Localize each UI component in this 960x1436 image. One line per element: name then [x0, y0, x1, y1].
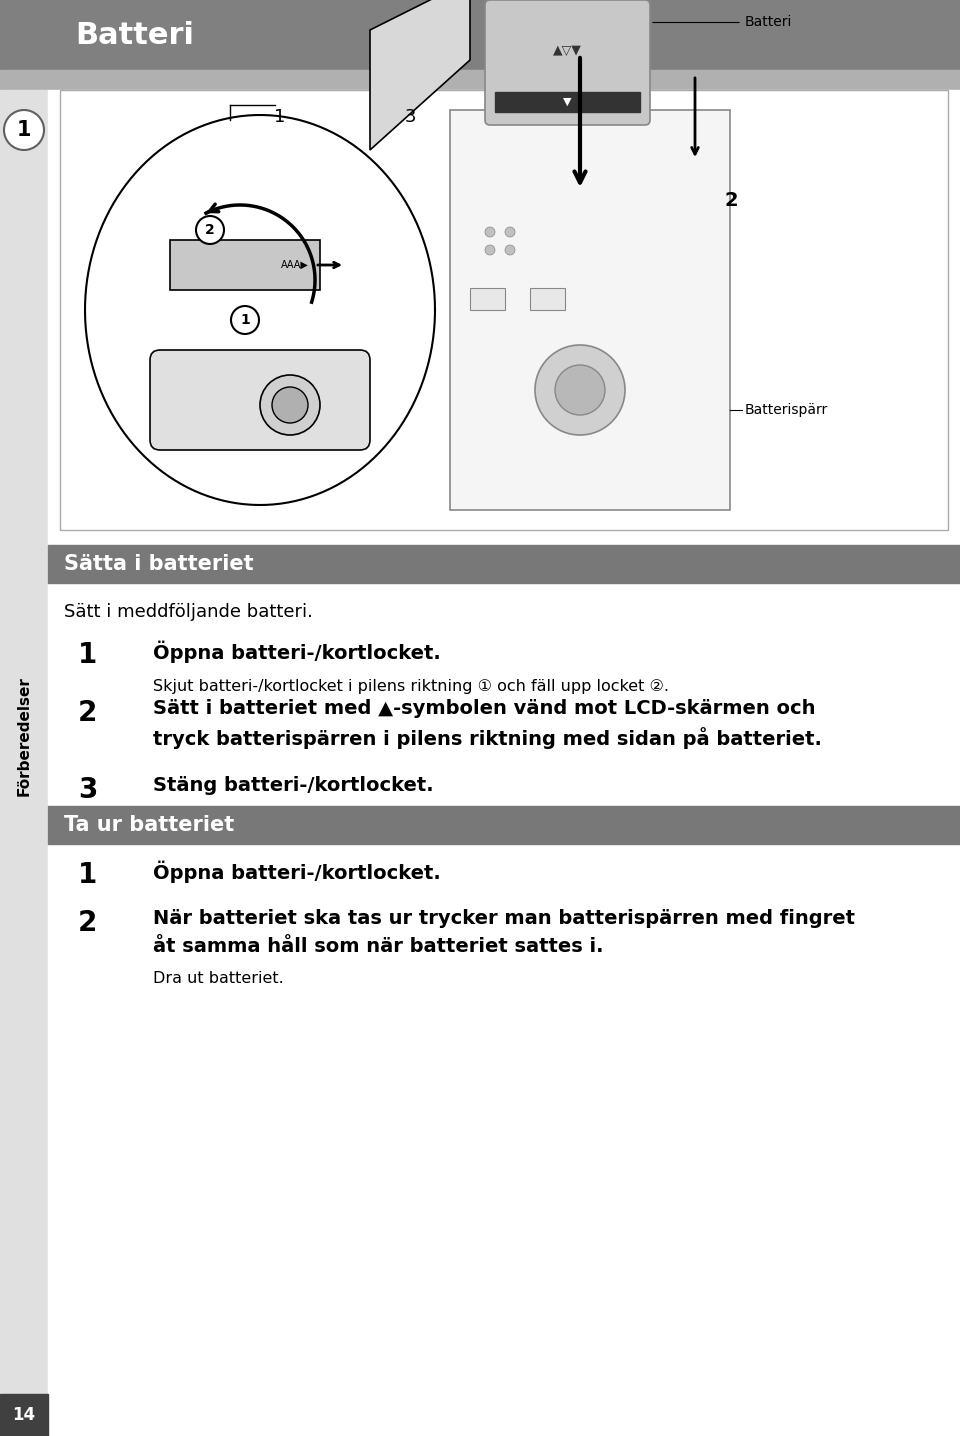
- Text: Sätt i meddföljande batteri.: Sätt i meddföljande batteri.: [64, 603, 313, 620]
- Circle shape: [272, 386, 308, 424]
- Circle shape: [231, 306, 259, 335]
- Text: 3: 3: [404, 108, 416, 126]
- Text: åt samma håll som när batteriet sattes i.: åt samma håll som när batteriet sattes i…: [153, 938, 604, 956]
- Text: 1: 1: [16, 121, 32, 139]
- Text: Öppna batteri-/kortlocket.: Öppna batteri-/kortlocket.: [153, 862, 441, 883]
- Text: Sätta i batteriet: Sätta i batteriet: [64, 554, 253, 574]
- Text: tryck batterispärren i pilens riktning med sidan på batteriet.: tryck batterispärren i pilens riktning m…: [153, 727, 822, 750]
- Circle shape: [505, 227, 515, 237]
- Bar: [0, 90, 48, 1436]
- Bar: [470, 289, 505, 310]
- Text: 2: 2: [205, 223, 215, 237]
- Circle shape: [4, 111, 44, 149]
- Text: AAA▶: AAA▶: [281, 260, 309, 270]
- Text: 1: 1: [240, 313, 250, 327]
- Text: Sätt i batteriet med ▲-symbolen vänd mot LCD-skärmen och: Sätt i batteriet med ▲-symbolen vänd mot…: [153, 699, 815, 718]
- Circle shape: [485, 246, 495, 256]
- FancyBboxPatch shape: [450, 111, 730, 510]
- Text: 1: 1: [78, 862, 97, 889]
- Text: Batteri: Batteri: [745, 16, 792, 30]
- Bar: [170, 240, 320, 290]
- Bar: [495, 92, 640, 112]
- Text: Ta ur batteriet: Ta ur batteriet: [64, 816, 234, 834]
- Text: 2: 2: [725, 191, 738, 210]
- FancyBboxPatch shape: [485, 0, 650, 125]
- Text: Batteri: Batteri: [75, 20, 194, 49]
- Bar: [0, 1394, 48, 1436]
- Text: ▼: ▼: [564, 98, 572, 108]
- Circle shape: [485, 227, 495, 237]
- Text: 2: 2: [78, 909, 97, 938]
- Bar: [0, 70, 960, 90]
- Text: Stäng batteri-/kortlocket.: Stäng batteri-/kortlocket.: [153, 775, 434, 796]
- Text: 3: 3: [78, 775, 97, 804]
- FancyBboxPatch shape: [150, 350, 370, 449]
- Polygon shape: [370, 0, 470, 149]
- Text: Skjut batteri-/kortlocket i pilens riktning ① och fäll upp locket ②.: Skjut batteri-/kortlocket i pilens riktn…: [153, 679, 669, 694]
- Bar: [530, 289, 565, 310]
- Circle shape: [196, 215, 224, 244]
- Text: ▲▽▼: ▲▽▼: [553, 45, 582, 57]
- Text: 2: 2: [78, 699, 97, 727]
- Bar: [48, 806, 960, 844]
- Bar: [48, 546, 960, 583]
- Text: 1: 1: [275, 108, 286, 126]
- Text: Batterispärr: Batterispärr: [745, 404, 828, 416]
- Bar: [60, 90, 948, 530]
- Text: 14: 14: [12, 1406, 36, 1425]
- Text: Dra ut batteriet.: Dra ut batteriet.: [153, 971, 284, 987]
- Circle shape: [260, 375, 320, 435]
- Circle shape: [505, 246, 515, 256]
- Text: Förberedelser: Förberedelser: [16, 676, 32, 796]
- Bar: [0, 0, 960, 70]
- Text: Öppna batteri-/kortlocket.: Öppna batteri-/kortlocket.: [153, 640, 441, 663]
- Text: När batteriet ska tas ur trycker man batterispärren med fingret: När batteriet ska tas ur trycker man bat…: [153, 909, 855, 928]
- Circle shape: [555, 365, 605, 415]
- Text: 1: 1: [78, 640, 97, 669]
- Circle shape: [535, 345, 625, 435]
